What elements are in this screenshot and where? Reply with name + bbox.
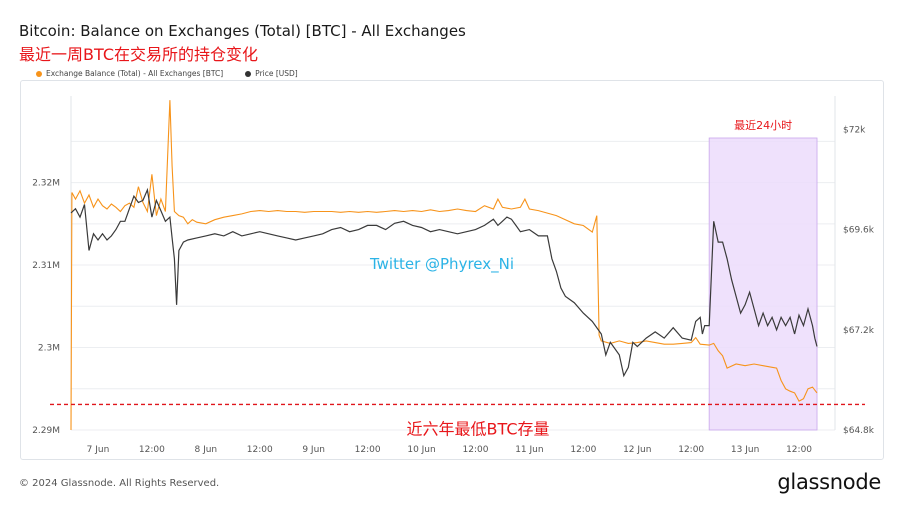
- x-tick-label: 12 Jun: [623, 445, 651, 455]
- legend-dot-price-icon: [245, 70, 252, 77]
- chart-subtitle: 最近一周BTC在交易所的持仓变化: [19, 45, 258, 64]
- y-axis-right: $64.8k $67.2k $69.6k $72k: [843, 125, 875, 436]
- low-line-label: 近六年最低BTC存量: [407, 419, 550, 438]
- x-tick-label: 10 Jun: [407, 445, 435, 455]
- y-right-tick-label: $64.8k: [843, 426, 875, 436]
- x-tick-label: 13 Jun: [731, 445, 759, 455]
- y-axis-left: 2.29M 2.3M 2.31M 2.32M: [32, 179, 60, 436]
- glassnode-logo: glassnode: [777, 470, 881, 494]
- series-line-price[interactable]: [70, 187, 818, 378]
- chart-title: Bitcoin: Balance on Exchanges (Total) [B…: [19, 22, 466, 40]
- x-tick-label: 8 Jun: [194, 445, 217, 455]
- legend-label-balance: Exchange Balance (Total) - All Exchanges…: [46, 69, 224, 78]
- x-tick-label: 11 Jun: [515, 445, 543, 455]
- legend-item-price[interactable]: Price [USD]: [245, 69, 298, 78]
- y-right-tick-label: $69.6k: [843, 226, 875, 236]
- x-tick-label: 12:00: [786, 445, 812, 455]
- y-left-tick-label: 2.29M: [32, 426, 60, 436]
- y-right-tick-label: $67.2k: [843, 326, 875, 336]
- last-24h-highlight: [708, 137, 818, 431]
- copyright-text: © 2024 Glassnode. All Rights Reserved.: [19, 478, 220, 489]
- x-tick-label: 12:00: [570, 445, 596, 455]
- x-tick-label: 12:00: [678, 445, 704, 455]
- x-tick-label: 12:00: [463, 445, 489, 455]
- x-tick-label: 12:00: [139, 445, 165, 455]
- legend-item-balance[interactable]: Exchange Balance (Total) - All Exchanges…: [36, 69, 223, 78]
- y-left-tick-label: 2.31M: [32, 261, 60, 271]
- y-right-tick-label: $72k: [843, 125, 866, 135]
- x-axis: 7 Jun 12:00 8 Jun 12:00 9 Jun 12:00 10 Jun 12:0…: [87, 445, 813, 455]
- highlight-label: 最近24小时: [734, 119, 792, 132]
- legend: Exchange Balance (Total) - All Exchanges…: [36, 69, 298, 78]
- x-tick-label: 12:00: [355, 445, 381, 455]
- series-line-balance[interactable]: [70, 100, 818, 431]
- x-tick-label: 12:00: [247, 445, 273, 455]
- y-left-tick-label: 2.32M: [32, 179, 60, 189]
- x-tick-label: 7 Jun: [87, 445, 110, 455]
- legend-dot-balance-icon: [36, 70, 42, 77]
- grid: [70, 96, 836, 431]
- watermark-text: Twitter @Phyrex_Ni: [369, 255, 514, 274]
- legend-label-price: Price [USD]: [255, 69, 298, 78]
- x-tick-label: 9 Jun: [302, 445, 325, 455]
- y-left-tick-label: 2.3M: [38, 344, 60, 354]
